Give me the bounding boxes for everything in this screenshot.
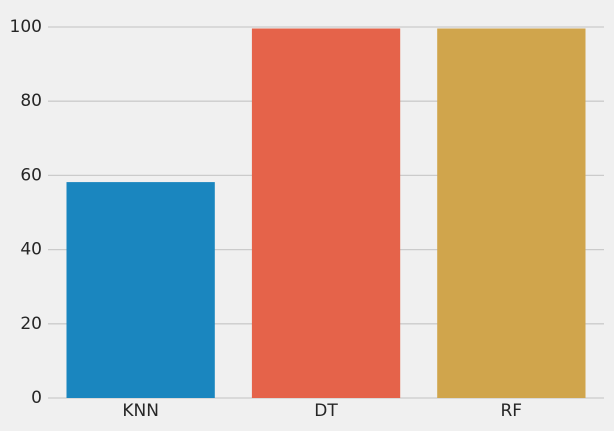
x-tick-label-rf: RF: [501, 401, 523, 421]
y-tick-label-40: 40: [20, 240, 42, 260]
x-tick-label-dt: DT: [314, 401, 338, 421]
x-tick-label-knn: KNN: [122, 401, 159, 421]
y-tick-label-100: 100: [10, 17, 42, 37]
x-tick-labels: KNN DT RF: [122, 401, 522, 421]
y-tick-label-20: 20: [20, 314, 42, 334]
bar-knn: [66, 182, 215, 398]
y-tick-label-80: 80: [20, 91, 42, 111]
bars: [66, 28, 586, 398]
bar-dt: [251, 28, 401, 398]
bar-rf: [437, 28, 586, 398]
y-tick-label-60: 60: [20, 165, 42, 185]
y-tick-label-0: 0: [31, 388, 42, 408]
y-tick-labels: 0 20 40 60 80 100: [10, 17, 42, 408]
